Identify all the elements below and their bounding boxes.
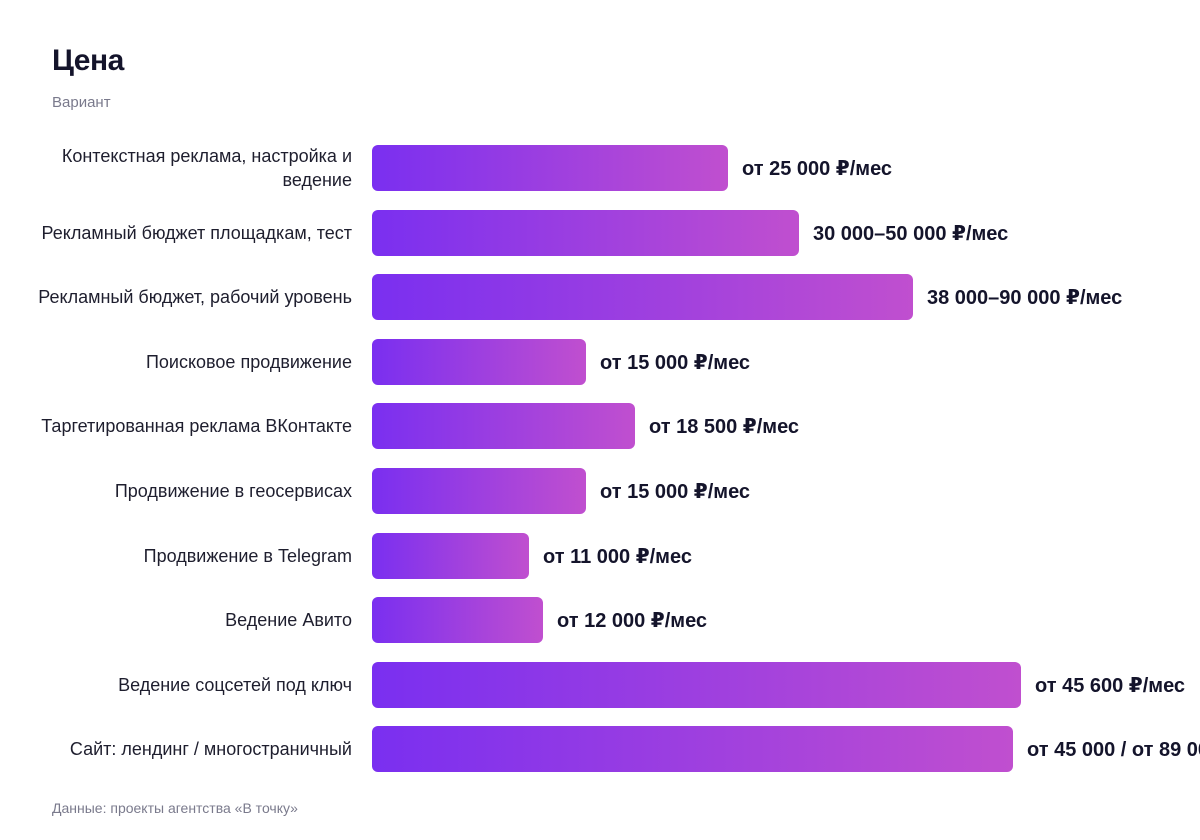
value-label: от 15 000 ₽/мес xyxy=(600,351,751,374)
value-label: 30 000–50 000 ₽/мес xyxy=(813,222,1009,245)
bar-row: Продвижение в Telegram от 11 000 ₽/мес xyxy=(0,533,1200,579)
bar xyxy=(372,339,586,385)
value-label: от 11 000 ₽/мес xyxy=(543,545,692,568)
category-label: Контекстная реклама, настройка и ведение xyxy=(61,146,352,190)
source-note: Данные: проекты агентства «В точку» xyxy=(52,800,298,816)
bar-row: Поисковое продвижение от 15 000 ₽/мес xyxy=(0,339,1200,385)
category-label: Рекламный бюджет, рабочий уровень xyxy=(38,287,352,307)
value-label: от 12 000 ₽/мес xyxy=(557,609,708,632)
chart-subtitle: Вариант xyxy=(52,94,111,111)
bar xyxy=(372,210,799,256)
category-label: Продвижение в Telegram xyxy=(143,546,352,566)
bar xyxy=(372,726,1013,772)
bar xyxy=(372,468,586,514)
bar xyxy=(372,403,635,449)
bar-row: Сайт: лендинг / многостраничный от 45 000… xyxy=(0,726,1200,772)
bar-row: Контекстная реклама, настройка и ведение… xyxy=(0,145,1200,191)
value-label: от 45 600 ₽/мес xyxy=(1035,674,1186,697)
chart-title: Цена xyxy=(52,44,124,77)
value-label: 38 000–90 000 ₽/мес xyxy=(927,286,1123,309)
value-label: от 15 000 ₽/мес xyxy=(600,480,751,503)
bar-row: Рекламный бюджет, рабочий уровень 38 000–… xyxy=(0,274,1200,320)
bar-row: Ведение Авито от 12 000 ₽/мес xyxy=(0,597,1200,643)
bar xyxy=(372,597,543,643)
bar xyxy=(372,274,913,320)
value-label: от 45 000 / от 89 000 ₽ xyxy=(1027,738,1200,761)
bar xyxy=(372,533,529,579)
category-label: Таргетированная реклама ВКонтакте xyxy=(41,416,352,436)
value-label: от 18 500 ₽/мес xyxy=(649,415,800,438)
bar-row: Рекламный бюджет площадкам, тест 30 000–5… xyxy=(0,210,1200,256)
bar-row: Ведение соцсетей под ключ от 45 600 ₽/мес xyxy=(0,662,1200,708)
value-label: от 25 000 ₽/мес xyxy=(742,157,893,180)
category-label: Рекламный бюджет площадкам, тест xyxy=(41,223,352,243)
category-label: Поисковое продвижение xyxy=(145,352,352,372)
bar-row: Таргетированная реклама ВКонтакте от 18 5… xyxy=(0,403,1200,449)
category-label: Ведение соцсетей под ключ xyxy=(118,675,352,695)
bar-row: Продвижение в геосервисах от 15 000 ₽/мес xyxy=(0,468,1200,514)
bar xyxy=(372,145,728,191)
category-label: Сайт: лендинг / многостраничный xyxy=(69,739,352,759)
category-label: Ведение Авито xyxy=(225,610,352,630)
category-label: Продвижение в геосервисах xyxy=(114,481,352,501)
bar xyxy=(372,662,1021,708)
